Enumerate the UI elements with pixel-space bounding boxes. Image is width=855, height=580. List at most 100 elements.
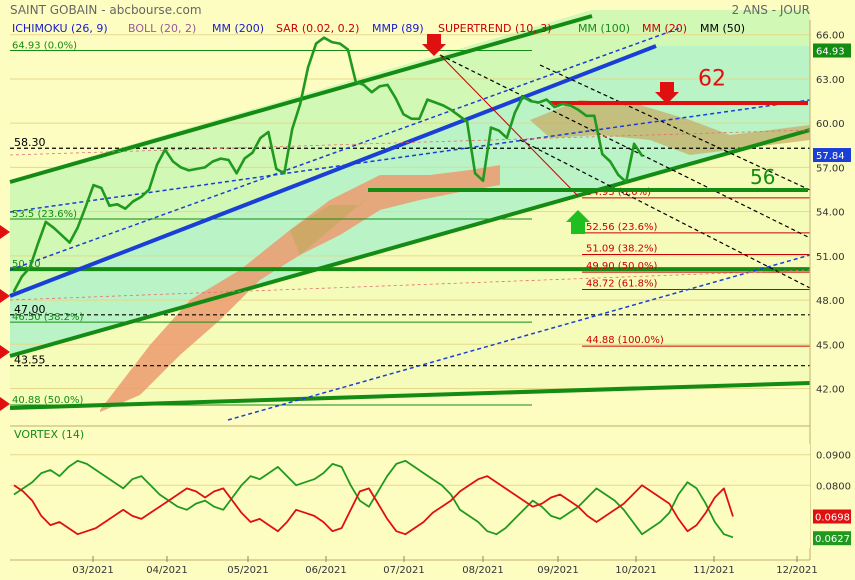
price-point — [267, 130, 270, 134]
current-price-label: 57.84 — [816, 151, 845, 162]
indicator-label: MM (50) — [700, 22, 745, 35]
price-point — [100, 186, 103, 190]
price-point — [521, 95, 524, 98]
price-point — [28, 266, 32, 269]
price-point — [394, 96, 397, 100]
price-point — [346, 48, 350, 51]
price-point — [211, 160, 214, 163]
y-tick-label: 51.00 — [816, 252, 845, 263]
price-point — [330, 40, 334, 44]
price-point — [497, 129, 501, 132]
price-point — [418, 117, 421, 120]
price-point — [108, 204, 111, 207]
price-point — [513, 111, 517, 115]
fib-level-label: 53.5 (23.6%) — [12, 209, 77, 220]
trendline-middle — [9, 128, 811, 358]
price-point — [616, 173, 620, 176]
price-point — [147, 188, 151, 191]
price-point — [139, 195, 143, 199]
price-point — [12, 290, 16, 293]
price-point — [338, 42, 342, 45]
buy-arrow-september — [566, 210, 590, 234]
trendline-blue-dashed-lower — [227, 254, 811, 421]
support-level-label: 58.30 — [14, 136, 46, 149]
price-line — [12, 36, 644, 292]
high-price-badge — [813, 43, 851, 58]
price-point — [434, 101, 437, 104]
indicator-label: BOLL (20, 2) — [128, 22, 196, 35]
price-point — [481, 179, 485, 182]
price-point — [243, 157, 246, 160]
date-tick-label: 09/2021 — [537, 565, 579, 576]
indicator-label: MM (100) — [578, 22, 630, 35]
price-point — [203, 166, 206, 169]
boll-lower-dashed — [9, 269, 811, 301]
price-point — [410, 117, 413, 120]
annotation-56: 56 — [750, 165, 775, 189]
price-point — [601, 152, 604, 156]
vortex-value-badge — [813, 509, 851, 524]
y-tick-label: 45.00 — [816, 340, 845, 351]
y-tick-label: 63.00 — [816, 75, 845, 86]
left-edge-marker — [0, 345, 10, 359]
vortex-title: VORTEX (14) — [14, 428, 84, 441]
price-point — [44, 220, 47, 224]
vortex-value-label: 0.0627 — [815, 534, 850, 545]
trendline-blue — [9, 44, 657, 298]
left-edge-marker — [0, 225, 10, 239]
price-point — [561, 102, 564, 106]
price-point — [76, 226, 79, 230]
price-point — [624, 180, 628, 184]
indicator-label: ICHIMOKU (26, 9) — [12, 22, 108, 35]
price-point — [378, 85, 381, 88]
price-point — [20, 275, 24, 278]
date-tick-label: 08/2021 — [462, 565, 504, 576]
trendline-black-dashed-c — [519, 139, 811, 289]
indicator-label: MMP (89) — [372, 22, 424, 35]
cloud-bearish-future — [530, 100, 810, 155]
price-point — [489, 126, 493, 129]
vortex-minus-line — [13, 475, 734, 536]
trendline-black-dashed-a — [439, 54, 811, 239]
y-tick-label: 60.00 — [816, 119, 845, 130]
price-point — [585, 114, 588, 118]
chart-header: SAINT GOBAIN - abcbourse.com 2 ANS - JOU… — [10, 3, 810, 17]
fib-recent-label: 48.72 (61.8%) — [586, 278, 657, 289]
y-tick-label: 66.00 — [816, 31, 845, 42]
price-point — [402, 113, 405, 116]
price-point — [68, 241, 71, 244]
support-level-label: 47.00 — [14, 303, 46, 316]
trendline-red-thin — [439, 54, 579, 197]
fib-recent-label: 54.93 (0.0%) — [586, 187, 651, 198]
indicator-label: SUPERTREND (10, 3) — [438, 22, 552, 35]
price-point — [632, 142, 636, 146]
indicator-label: MM (20) — [642, 22, 687, 35]
high-price-label: 64.93 — [816, 47, 845, 58]
vortex-plus-line — [13, 459, 734, 539]
date-tick-label: 05/2021 — [227, 565, 269, 576]
price-point — [60, 234, 63, 237]
chart-period: 2 ANS - JOUR — [732, 3, 810, 17]
trendline-lower — [9, 381, 811, 410]
y-tick-label: 54.00 — [816, 208, 845, 219]
price-point — [155, 163, 159, 166]
price-point — [227, 158, 230, 162]
date-tick-label: 11/2021 — [693, 565, 735, 576]
price-point — [465, 120, 469, 123]
price-point — [529, 99, 532, 103]
date-tick-label: 04/2021 — [146, 565, 188, 576]
cloud-bearish-part — [290, 195, 370, 255]
vortex-tick-label: 0.0900 — [816, 451, 851, 462]
left-edge-marker — [0, 289, 10, 303]
price-point — [179, 166, 183, 169]
price-point — [354, 80, 358, 84]
fib-level-label: 64.93 (0.0%) — [12, 41, 77, 52]
date-axis: 03/2021 04/2021 05/2021 06/2021 07/2021 08/20… — [10, 556, 818, 576]
fib-recent-label: 52.56 (23.6%) — [586, 222, 657, 233]
price-point — [275, 167, 278, 171]
trendline-black-dashed-b — [539, 64, 811, 191]
price-point — [593, 114, 596, 118]
y-tick-label: 57.00 — [816, 163, 845, 174]
y-tick-label: 48.00 — [816, 296, 845, 307]
